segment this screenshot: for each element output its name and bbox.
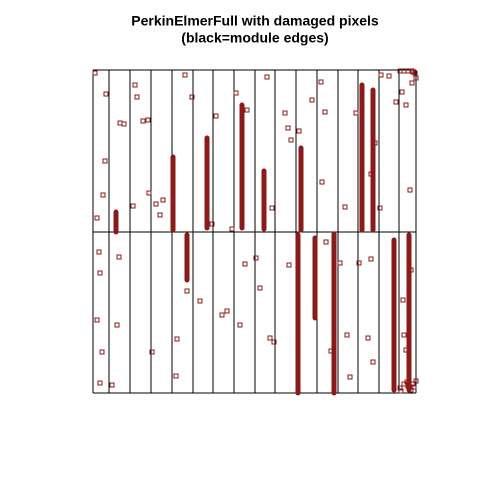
damaged-pixel (413, 378, 419, 384)
damaged-pixel (344, 332, 350, 338)
damaged-pixel (173, 373, 179, 379)
damaged-pixel (337, 260, 343, 266)
damaged-pixel (368, 256, 374, 262)
damaged-pixel (184, 288, 190, 294)
damaged-pixel (347, 374, 353, 380)
damaged-pixel (408, 267, 414, 273)
damaged-pixel (365, 335, 371, 341)
damaged-pixel (410, 381, 416, 387)
damaged-pixel (94, 317, 100, 323)
damaged-pixel (288, 137, 294, 143)
damaged-pixel (145, 117, 151, 123)
damaged-pixel (370, 359, 376, 365)
damaged-pixel (399, 89, 405, 95)
damaged-pixel (264, 74, 270, 80)
damaged-pixel (407, 187, 413, 193)
damaged-pixel (323, 239, 329, 245)
damaged-pixel (130, 203, 136, 209)
damaged-pixel (342, 204, 348, 210)
damaged-pixel (182, 72, 188, 78)
damaged-pixel (408, 387, 414, 393)
damaged-pixel (403, 102, 409, 108)
damaged-pixel (229, 226, 235, 232)
damaged-pixel (174, 336, 180, 342)
damaged-pixel (213, 113, 219, 119)
damaged-pixel (99, 349, 105, 355)
damaged-pixel (160, 197, 166, 203)
damaged-pixel (404, 379, 410, 385)
damaged-pixel (319, 179, 325, 185)
damaged-pixel (257, 285, 263, 291)
damaged-pixel (296, 128, 302, 134)
damaged-pixel (233, 90, 239, 96)
damaged-pixel (140, 118, 146, 124)
damaged-pixel (397, 385, 403, 391)
damaged-pixel (242, 261, 248, 267)
damaged-pixel (411, 384, 417, 390)
damaged-pixel (97, 270, 103, 276)
damaged-pixel (94, 215, 100, 221)
damaged-pixel (114, 322, 120, 328)
damaged-pixel (322, 109, 328, 115)
damaged-pixel (121, 121, 127, 127)
damaged-pixel (102, 158, 108, 164)
damaged-pixel (189, 94, 195, 100)
damaged-pixel (282, 110, 288, 116)
damaged-pixel (267, 335, 273, 341)
damaged-pixel (237, 322, 243, 328)
damaged-pixel (413, 75, 419, 81)
damaged-pixel (393, 99, 399, 105)
damaged-pixel (92, 70, 98, 76)
damaged-pixel (96, 249, 102, 255)
damaged-pixel (197, 298, 203, 304)
damaged-pixel (410, 69, 416, 75)
damaged-pixel (244, 107, 250, 113)
damaged-pixel (269, 205, 275, 211)
damaged-pixel (400, 297, 406, 303)
damaged-pixel (377, 205, 383, 211)
damaged-pixel (153, 201, 159, 207)
damaged-pixel (219, 312, 225, 318)
damaged-pixel (103, 91, 109, 97)
damaged-pixel (132, 82, 138, 88)
damaged-pixel (149, 349, 155, 355)
damaged-pixel (157, 212, 163, 218)
damaged-pixel (328, 348, 334, 354)
chart-subtitle: (black=module edges) (181, 30, 328, 46)
damaged-pixel (224, 308, 230, 314)
damaged-pixel (97, 380, 103, 386)
damaged-pixel (398, 388, 404, 394)
damaged-pixel (100, 192, 106, 198)
damaged-pixel (146, 190, 152, 196)
damaged-pixel (271, 339, 277, 345)
damaged-pixel (134, 94, 140, 100)
damaged-pixel (403, 347, 409, 353)
damaged-pixel (109, 382, 115, 388)
damaged-pixel (353, 110, 359, 116)
damaged-pixel (372, 140, 378, 146)
damaged-pixel (116, 254, 122, 260)
damaged-pixel (209, 221, 215, 227)
damaged-pixel (409, 80, 415, 86)
damaged-pixel (253, 255, 259, 261)
damaged-pixel (356, 260, 362, 266)
chart-title: PerkinElmerFull with damaged pixels (131, 13, 379, 29)
damaged-pixel (285, 125, 291, 131)
damaged-pixel (378, 72, 384, 78)
damaged-pixel (368, 171, 374, 177)
damaged-pixel (386, 73, 392, 79)
damaged-pixel (286, 262, 292, 268)
damaged-pixel (318, 79, 324, 85)
damaged-pixel (309, 97, 315, 103)
damaged-pixel (401, 332, 407, 338)
